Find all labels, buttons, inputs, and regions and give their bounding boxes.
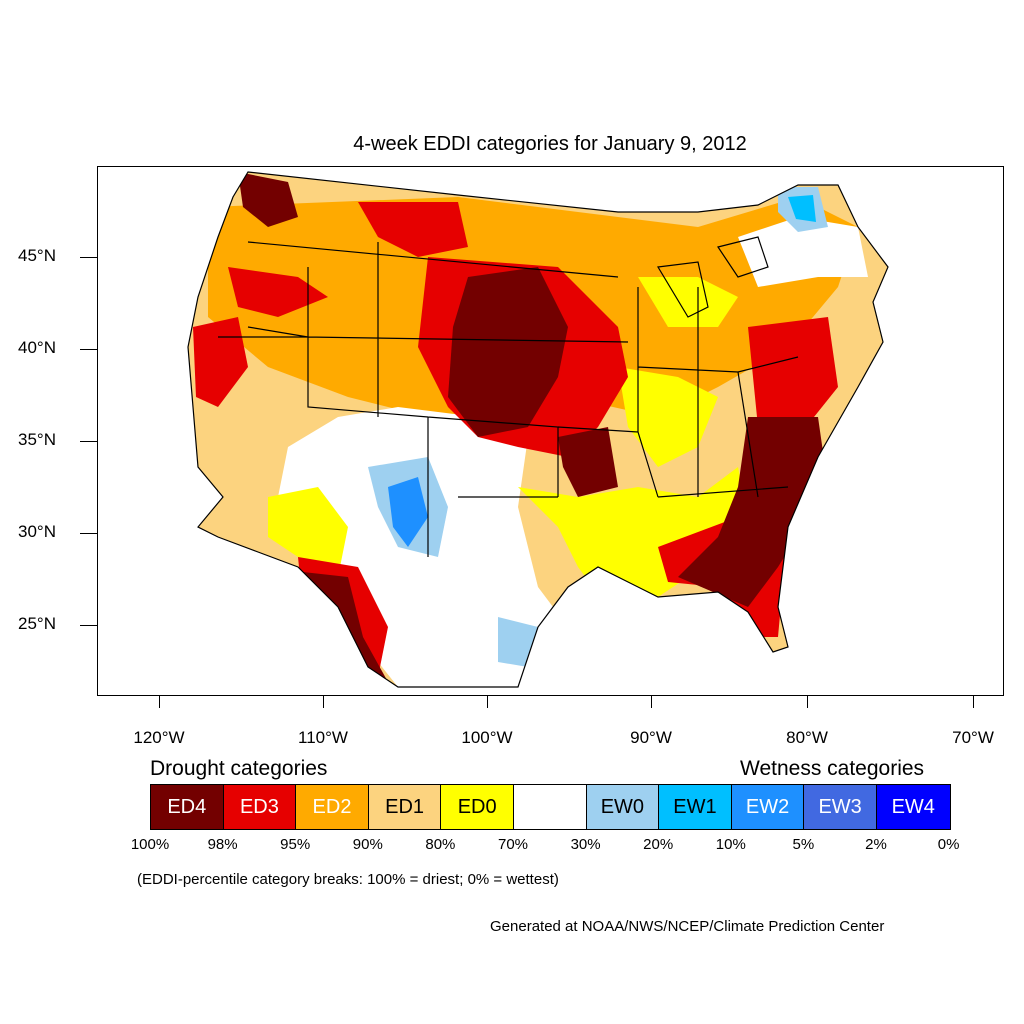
lon-label: 80°W (786, 728, 828, 747)
legend-box: ED3 (223, 785, 297, 829)
percentile-label: 10% (715, 836, 746, 853)
percentile-label: 98% (207, 836, 238, 853)
percentile-label: 70% (497, 836, 529, 853)
legend-box: EW0 (586, 785, 660, 829)
lat-label: 40°N (18, 338, 56, 357)
lat-label: 35°N (18, 430, 56, 449)
eddi-color-fields (188, 172, 888, 687)
percentile-label: 2% (865, 836, 887, 853)
lat-label: 30°N (18, 522, 56, 541)
percentile-label: 30% (570, 836, 601, 853)
legend-box: EW2 (731, 785, 805, 829)
legend-box: EW4 (876, 785, 950, 829)
lat-tick (80, 257, 97, 258)
category-note: (EDDI-percentile category breaks: 100% =… (137, 871, 559, 888)
lon-tick (323, 696, 324, 708)
percentile-label: 5% (792, 836, 815, 853)
lon-label: 90°W (630, 728, 672, 747)
legend-box: EW3 (804, 785, 877, 829)
drought-heading: Drought categories (150, 757, 328, 780)
lon-label: 120°W (133, 728, 185, 747)
lat-label: 25°N (18, 614, 56, 633)
legend-box: ED0 (441, 785, 514, 829)
lat-tick (80, 533, 97, 534)
lon-label: 100°W (461, 728, 513, 747)
lon-tick (973, 696, 974, 708)
wetness-heading: Wetness categories (740, 757, 925, 780)
lon-tick (487, 696, 488, 708)
legend-box: ED1 (368, 785, 442, 829)
lon-tick (807, 696, 808, 708)
legend-box: EW1 (659, 785, 732, 829)
map-title: 4-week EDDI categories for January 9, 20… (353, 133, 747, 155)
legend-box: ED4 (151, 785, 224, 829)
conus-drought-map (187, 171, 889, 688)
percentile-label: 95% (280, 836, 311, 853)
percentile-label: 100% (130, 836, 170, 853)
lon-tick (159, 696, 160, 708)
eddi-map (97, 166, 1004, 696)
legend-box: ED2 (296, 785, 369, 829)
lon-label: 110°W (298, 728, 348, 747)
boundary-lines (187, 171, 889, 688)
lat-tick (80, 625, 97, 626)
percentile-label: 0% (937, 836, 960, 853)
percentile-label: 20% (643, 836, 674, 853)
legend-colorbar: ED4 ED3 ED2 ED1 ED0 EW0 EW1 EW2 EW3 EW4 (150, 784, 951, 830)
lon-tick (651, 696, 652, 708)
legend-box (513, 785, 587, 829)
lat-tick (80, 349, 97, 350)
lat-label: 45°N (18, 246, 56, 265)
lat-tick (80, 441, 97, 442)
percentile-label: 80% (425, 836, 456, 853)
credit-line: Generated at NOAA/NWS/NCEP/Climate Predi… (490, 918, 885, 935)
lon-label: 70°W (952, 728, 994, 747)
percentile-label: 90% (352, 836, 383, 853)
